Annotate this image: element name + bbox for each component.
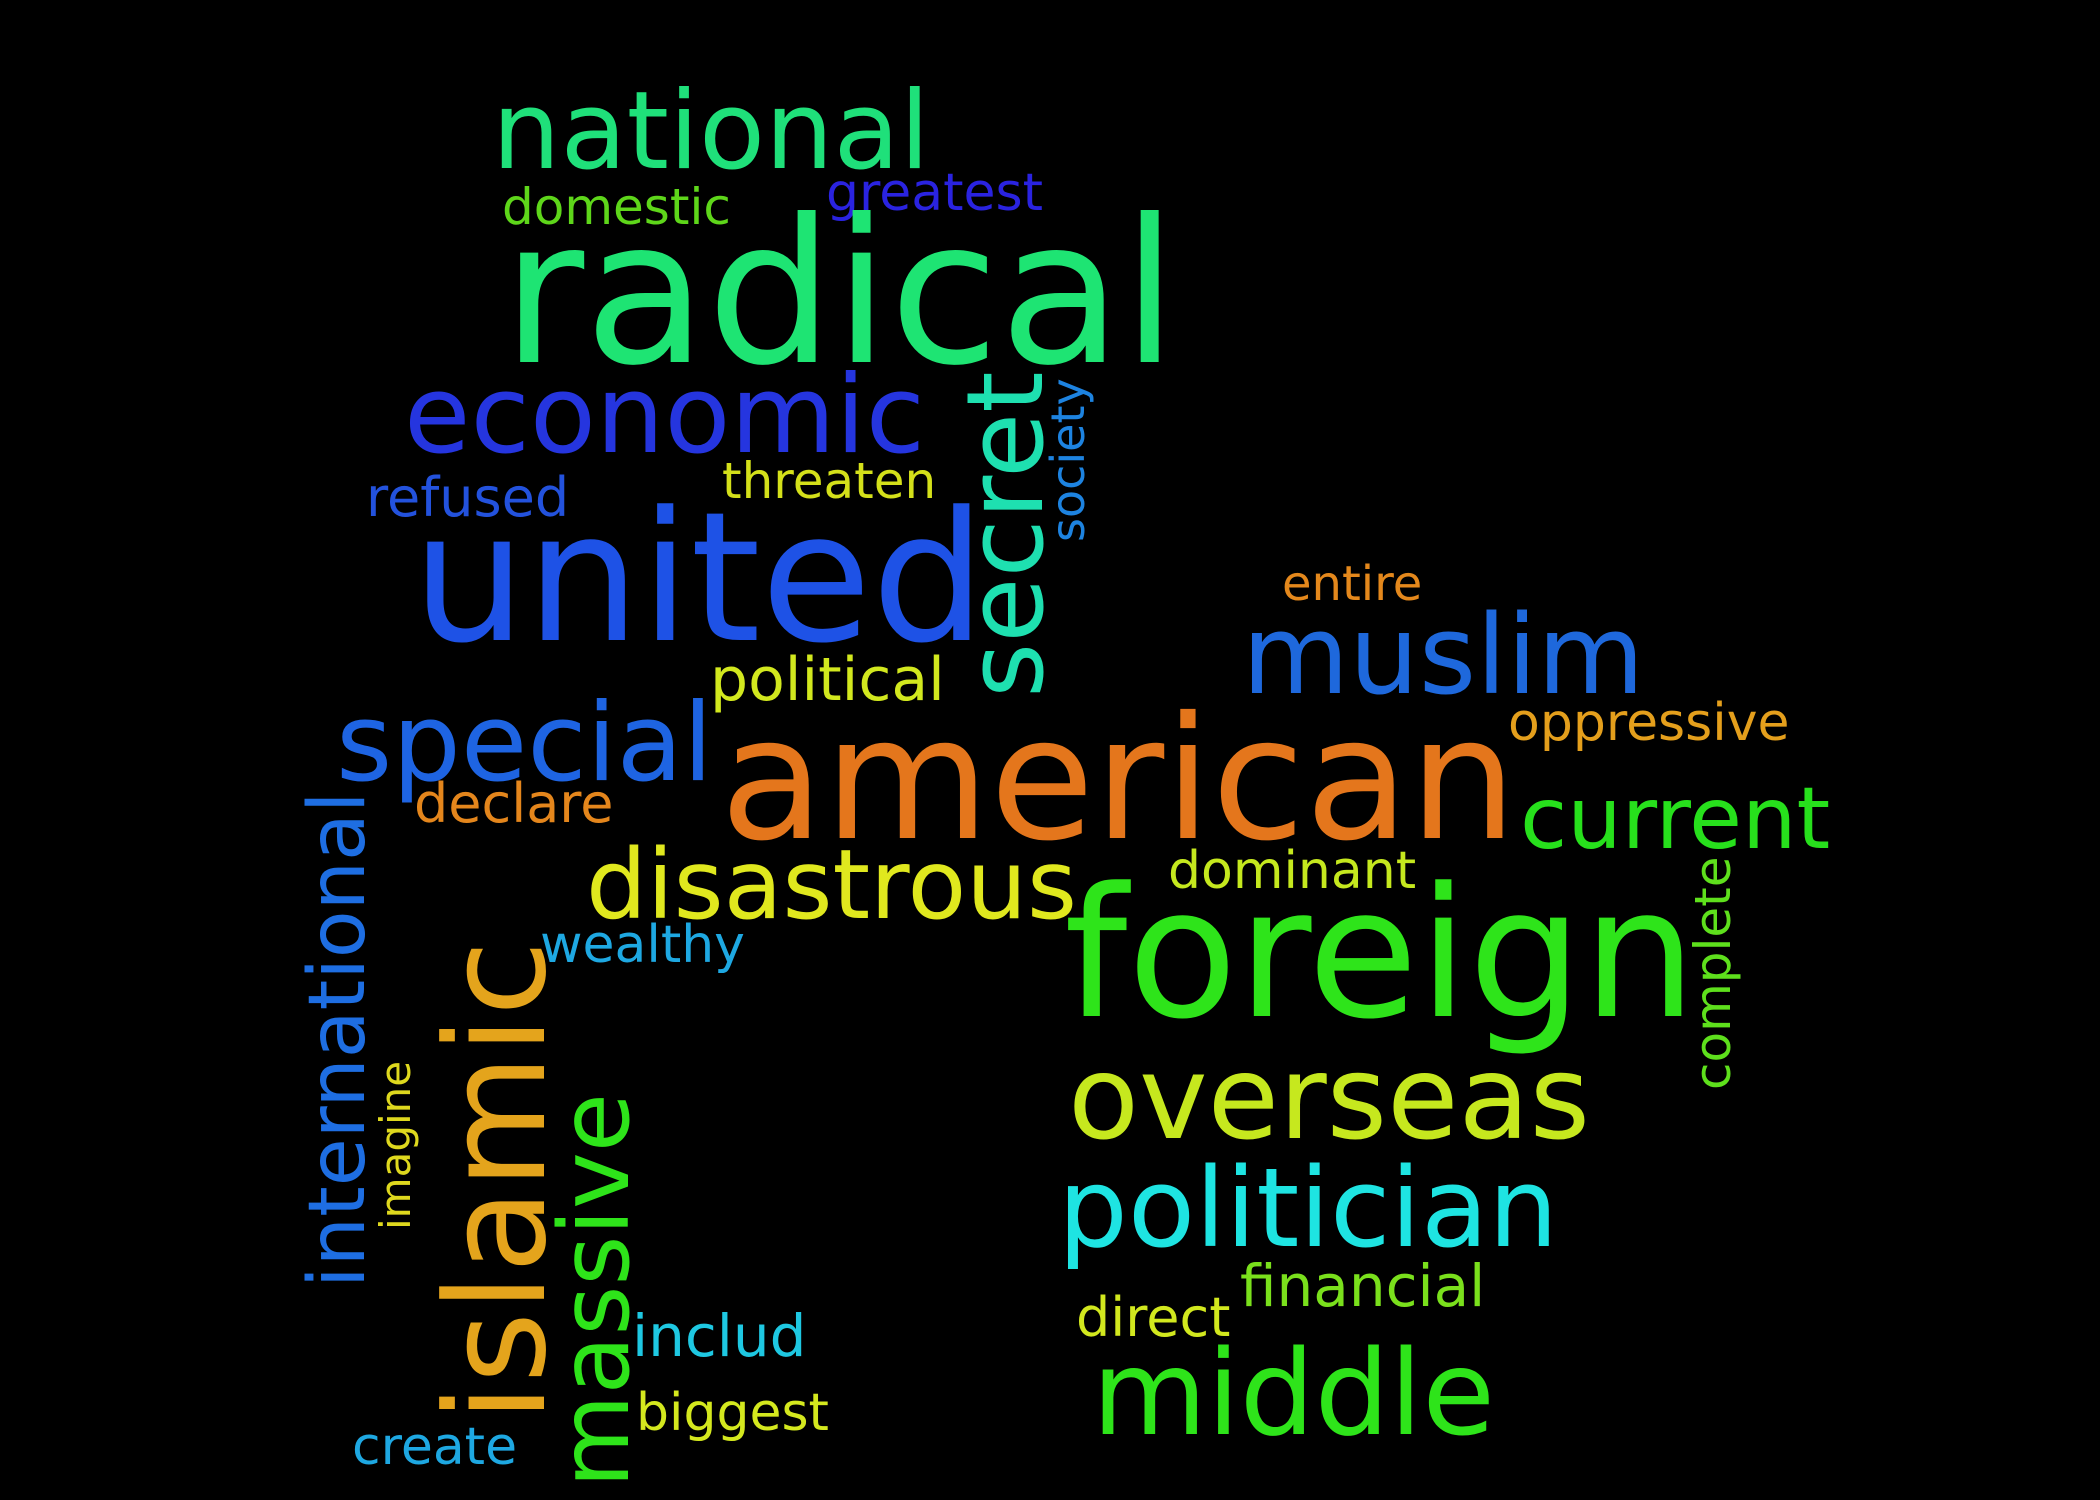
word-dominant: dominant bbox=[1168, 841, 1416, 901]
word-greatest: greatest bbox=[826, 163, 1043, 223]
word-create: create bbox=[352, 1417, 517, 1477]
word-foreign: foreign bbox=[1064, 850, 1697, 1059]
word-entire: entire bbox=[1282, 556, 1422, 612]
word-disastrous: disastrous bbox=[586, 829, 1077, 941]
word-american: american bbox=[720, 681, 1517, 879]
word-complete: complete bbox=[1684, 856, 1742, 1090]
word-wealthy: wealthy bbox=[540, 915, 745, 975]
word-includ: includ bbox=[632, 1302, 806, 1370]
word-society: society bbox=[1041, 378, 1095, 542]
word-declare: declare bbox=[414, 772, 614, 835]
word-secret: secret bbox=[944, 371, 1067, 698]
word-islamic: islamic bbox=[416, 940, 577, 1422]
word-political: political bbox=[710, 645, 945, 715]
word-radical: radical bbox=[502, 177, 1177, 410]
word-financial: financial bbox=[1240, 1252, 1485, 1320]
word-direct: direct bbox=[1076, 1286, 1230, 1349]
word-current: current bbox=[1520, 769, 1830, 869]
word-oppressive: oppressive bbox=[1508, 693, 1789, 753]
word-refused: refused bbox=[366, 466, 569, 529]
word-united: united bbox=[412, 474, 986, 683]
word-national: national bbox=[492, 69, 930, 194]
word-biggest: biggest bbox=[636, 1383, 829, 1443]
word-domestic: domestic bbox=[502, 178, 731, 236]
word-threaten: threaten bbox=[722, 452, 936, 510]
word-muslim: muslim bbox=[1242, 591, 1644, 719]
word-imagine: imagine bbox=[371, 1061, 420, 1230]
word-international: international bbox=[293, 792, 383, 1289]
word-economic: economic bbox=[404, 353, 925, 478]
word-politician: politician bbox=[1058, 1144, 1558, 1272]
word-overseas: overseas bbox=[1068, 1031, 1590, 1166]
word-middle: middle bbox=[1092, 1324, 1495, 1462]
word-special: special bbox=[336, 681, 713, 806]
word-massive: massive bbox=[539, 1093, 651, 1488]
